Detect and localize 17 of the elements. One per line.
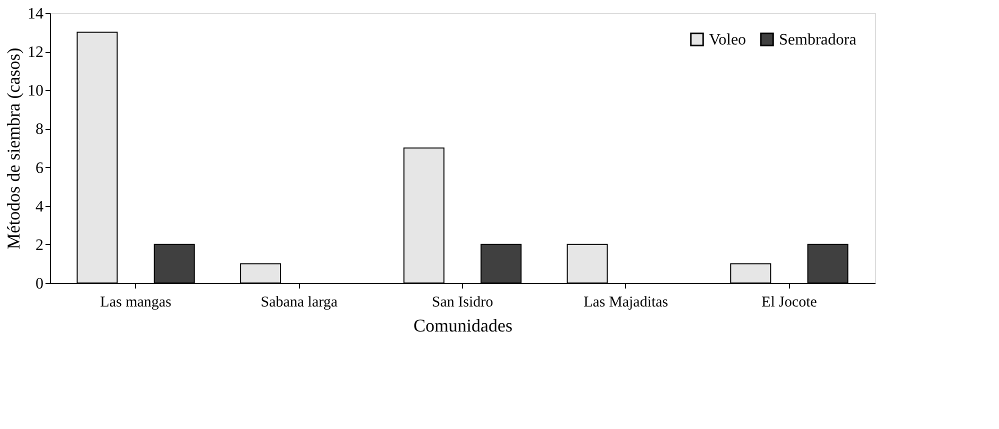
- y-tick-label: 2: [36, 236, 44, 254]
- x-tick-label: Las Majaditas: [584, 294, 668, 310]
- x-tick-label: San Isidro: [432, 294, 494, 310]
- y-axis-title: Métodos de siembra (casos): [4, 48, 24, 250]
- x-tick-label: El Jocote: [762, 294, 818, 310]
- legend-label: Sembradora: [779, 31, 856, 48]
- legend-label: Voleo: [709, 31, 746, 48]
- y-tick-label: 8: [36, 121, 44, 138]
- y-tick-label: 12: [28, 44, 44, 62]
- x-axis-title: Comunidades: [414, 316, 512, 336]
- y-tick-label: 10: [28, 82, 44, 100]
- y-tick-label: 0: [36, 276, 44, 292]
- y-tick-label: 4: [36, 198, 44, 216]
- x-tick-label: Las mangas: [100, 294, 172, 310]
- x-tick-label: Sabana larga: [260, 294, 338, 310]
- y-tick-label: 6: [36, 160, 44, 177]
- y-tick-label: 14: [28, 6, 44, 22]
